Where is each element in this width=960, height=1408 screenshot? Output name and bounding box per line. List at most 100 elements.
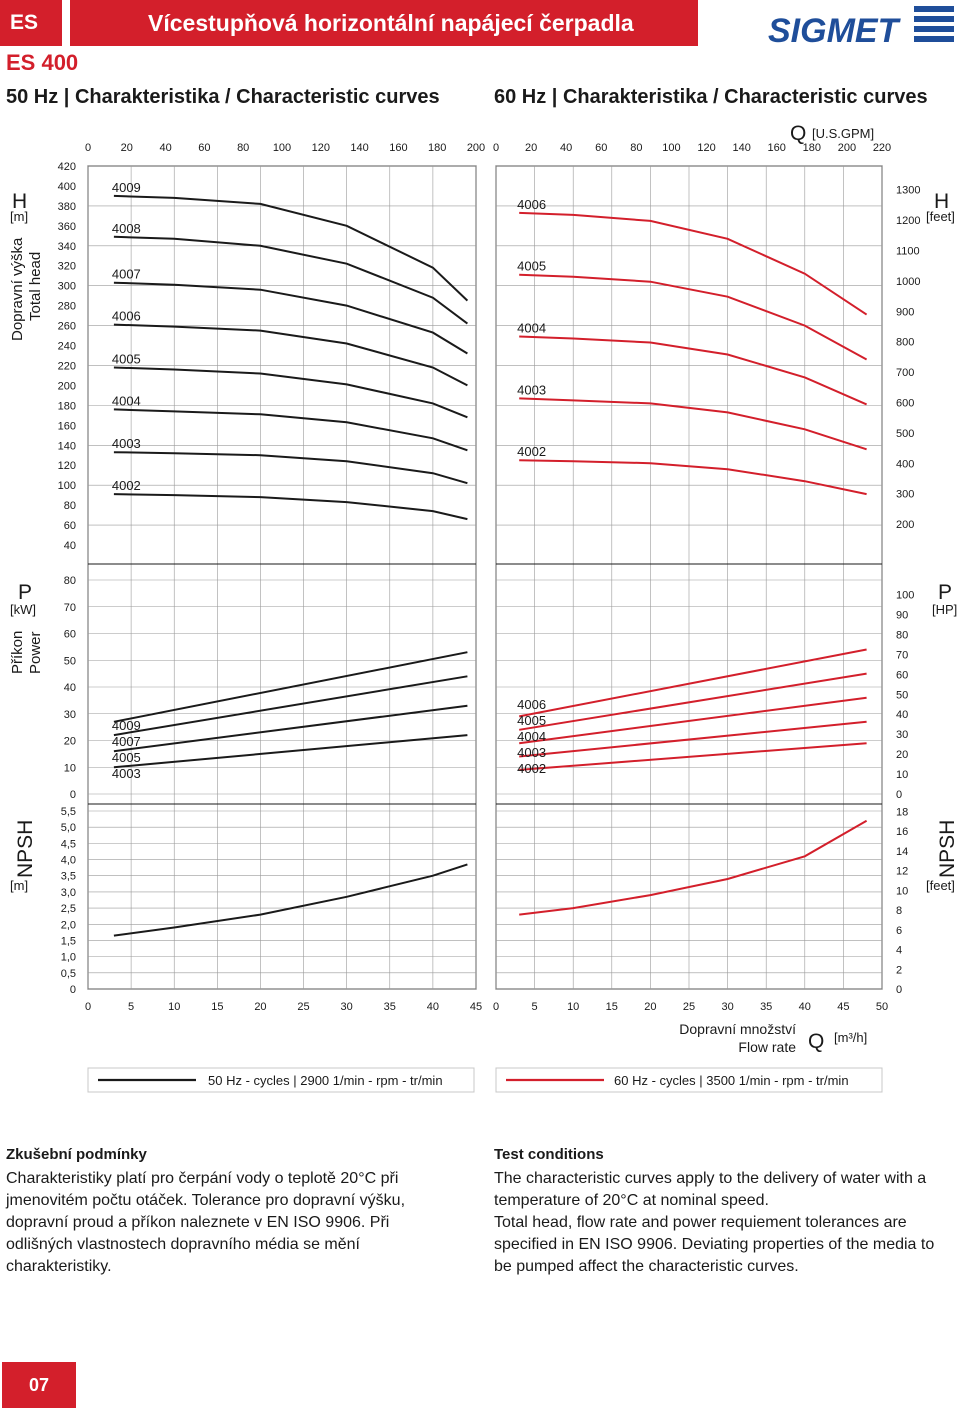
h-symbol-left: H (12, 190, 27, 213)
tick-head-m: 60 (64, 520, 76, 532)
head-60hz-label-4003: 4003 (517, 382, 546, 397)
test-conditions-title-en: Test conditions (494, 1146, 604, 1163)
head-50hz-label-4009: 4009 (112, 180, 141, 195)
tick-gpm-50hz: 200 (467, 142, 485, 154)
tick-head-m: 160 (58, 420, 76, 432)
tick-q-60hz: 45 (837, 1001, 849, 1013)
tick-power-hp: 90 (896, 609, 908, 621)
npsh-symbol-right: NPSH (936, 820, 959, 878)
tick-power-kw: 80 (64, 575, 76, 587)
tick-npsh-ft: 4 (896, 945, 902, 957)
tick-head-m: 240 (58, 341, 76, 353)
tick-npsh-ft: 12 (896, 866, 908, 878)
tick-npsh-ft: 8 (896, 905, 902, 917)
p-label-cz: Příkon (9, 631, 26, 674)
npsh-60hz-curve-npsh (519, 819, 868, 916)
tick-q-60hz: 40 (799, 1001, 811, 1013)
tick-power-hp: 70 (896, 649, 908, 661)
power-60hz-curve-4005 (519, 672, 867, 731)
tick-power-hp: 100 (896, 590, 914, 602)
tick-npsh-ft: 10 (896, 885, 908, 897)
panel-frame-left (87, 165, 477, 990)
head-60hz-label-4005: 4005 (517, 259, 546, 274)
tick-head-ft: 1200 (896, 215, 920, 227)
head-50hz-curve-4006 (113, 323, 468, 387)
power-50hz-label-4009: 4009 (112, 718, 141, 733)
tick-head-m: 40 (64, 540, 76, 552)
head-60hz-label-4002: 4002 (517, 444, 546, 459)
tick-power-kw: 20 (64, 736, 76, 748)
head-60hz-label-4004: 4004 (517, 321, 546, 336)
h-label-cz: Dopravní výška (9, 237, 26, 341)
npsh-unit-right: [feet] (926, 878, 955, 893)
tick-q-60hz: 0 (493, 1001, 499, 1013)
head-60hz-curve-4005 (519, 273, 868, 361)
tick-q-50hz: 15 (211, 1001, 223, 1013)
tick-npsh-ft: 0 (896, 984, 902, 996)
h-symbol-right: H (934, 190, 949, 213)
tick-gpm-60hz: 140 (732, 142, 750, 154)
power-60hz-label-4006: 4006 (517, 697, 546, 712)
q-symbol-top: Q (790, 122, 806, 145)
tick-q-60hz: 25 (683, 1001, 695, 1013)
tick-power-kw: 0 (70, 789, 76, 801)
brand-logo: SIGMET (768, 12, 902, 50)
tick-q-50hz: 45 (470, 1001, 482, 1013)
power-50hz-curve-4007 (113, 675, 468, 737)
q-us-unit-label: [U.S.GPM] (812, 126, 874, 141)
test-conditions-paragraph-cz: Charakteristiky platí pro čerpání vody o… (6, 1170, 406, 1275)
tick-q-50hz: 30 (341, 1001, 353, 1013)
tick-gpm-60hz: 100 (662, 142, 680, 154)
tick-power-kw: 50 (64, 655, 76, 667)
tick-power-hp: 20 (896, 749, 908, 761)
tick-q-50hz: 0 (85, 1001, 91, 1013)
tick-head-m: 400 (58, 181, 76, 193)
test-conditions-text-en: The characteristic curves apply to the d… (494, 1168, 952, 1278)
model-title: ES 400 (6, 50, 79, 75)
tick-head-ft: 1300 (896, 185, 920, 197)
tick-npsh-ft: 14 (896, 846, 908, 858)
h-unit-left: [m] (10, 209, 28, 224)
tick-head-m: 180 (58, 400, 76, 412)
tick-npsh-ft: 6 (896, 925, 902, 937)
tick-gpm-60hz: 160 (768, 142, 786, 154)
tick-q-60hz: 50 (876, 1001, 888, 1013)
npsh-unit-left: [m] (10, 878, 28, 893)
tick-power-hp: 60 (896, 669, 908, 681)
p-label-en: Power (27, 631, 44, 674)
q-metric-unit-label: [m³/h] (834, 1030, 867, 1045)
brand-stripes (914, 6, 954, 42)
test-conditions-text-cz: Charakteristiky platí pro čerpání vody o… (6, 1168, 458, 1278)
power-50hz-label-4007: 4007 (112, 734, 141, 749)
tick-q-60hz: 10 (567, 1001, 579, 1013)
power-50hz-curve-4005 (113, 704, 468, 753)
tick-gpm-50hz: 100 (273, 142, 291, 154)
tick-head-ft: 1000 (896, 276, 920, 288)
tick-power-hp: 50 (896, 689, 908, 701)
power-60hz-label-4005: 4005 (517, 713, 546, 728)
tick-q-60hz: 5 (532, 1001, 538, 1013)
tick-npsh-m: 5,5 (61, 806, 76, 818)
tick-gpm-50hz: 0 (85, 142, 91, 154)
tick-gpm-60hz: 180 (803, 142, 821, 154)
tick-head-m: 100 (58, 480, 76, 492)
tick-npsh-m: 2,5 (61, 903, 76, 915)
tick-gpm-50hz: 120 (312, 142, 330, 154)
power-60hz-label-4002: 4002 (517, 761, 546, 776)
power-60hz-curve-4003 (519, 720, 867, 758)
power-50hz-label-4005: 4005 (112, 750, 141, 765)
head-50hz-label-4002: 4002 (112, 478, 141, 493)
tick-npsh-m: 0,5 (61, 968, 76, 980)
head-50hz-label-4007: 4007 (112, 267, 141, 282)
flow-label-en: Flow rate (738, 1039, 796, 1055)
power-60hz-curve-4002 (519, 742, 867, 771)
tick-power-kw: 30 (64, 709, 76, 721)
section-title-60hz: 60 Hz | Charakteristika / Characteristic… (494, 86, 928, 108)
tick-head-m: 320 (58, 261, 76, 273)
tick-head-m: 280 (58, 301, 76, 313)
head-50hz-label-4004: 4004 (112, 393, 141, 408)
tick-gpm-50hz: 60 (198, 142, 210, 154)
tick-head-ft: 600 (896, 397, 914, 409)
tick-npsh-m: 4,0 (61, 855, 76, 867)
tick-head-m: 220 (58, 360, 76, 372)
